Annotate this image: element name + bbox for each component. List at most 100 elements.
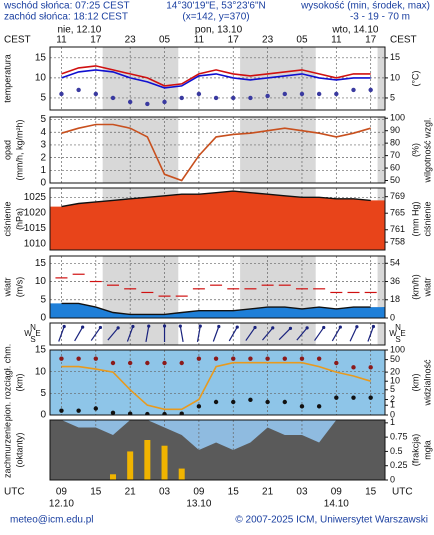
panel-frame [49, 349, 386, 416]
compass-letter: E [35, 329, 40, 338]
series-dot [334, 91, 339, 97]
bottom-date: 13.10 [186, 499, 211, 510]
series-dot [59, 91, 64, 97]
panel-bg [50, 117, 385, 183]
series-dot [76, 408, 81, 413]
right-axis-label: (km) [410, 374, 420, 392]
series-dot [127, 99, 133, 105]
coords: 14°30'19"E, 53°23'6"N [166, 1, 266, 12]
panel-frame [49, 187, 386, 251]
series-bar [161, 445, 168, 480]
bottom-tick-label: 21 [125, 487, 137, 498]
series-dot [162, 411, 167, 415]
wind-arrow-head [338, 325, 342, 329]
night-band [377, 117, 385, 183]
wind-arrow [212, 326, 220, 342]
y-tick-label: 3 [40, 140, 46, 151]
night-band [240, 323, 316, 345]
y-tick-label: 1015 [24, 223, 47, 234]
night-band [377, 256, 385, 318]
wind-arrow [349, 326, 358, 342]
wind-arrow [145, 326, 150, 342]
series-dot [179, 411, 184, 415]
bottom-tick-label: 03 [296, 487, 308, 498]
y2-tick-label: 0.75 [390, 432, 408, 442]
series-bar [127, 451, 134, 480]
y2-tick-label: 5 [390, 92, 395, 102]
right-axis-label: (°C) [410, 70, 420, 86]
y-tick-label: 10 [35, 366, 47, 377]
compass-letter: S [395, 335, 400, 344]
top-tick-label: 11 [331, 35, 342, 46]
footer-email: meteo@icm.edu.pl [10, 515, 94, 526]
series-line [61, 69, 371, 89]
series-dot [93, 406, 99, 411]
bottom-tick-label: 15 [228, 487, 240, 498]
y-tick-label: 2 [40, 152, 46, 163]
top-date: wto, 14.10 [331, 25, 379, 36]
night-band [377, 323, 385, 345]
wind-arrow-head [198, 324, 202, 328]
right-axis-label: widzialność [422, 359, 432, 407]
left-axis-label: (oktanty) [14, 432, 24, 467]
wind-arrow-head [81, 325, 85, 329]
wind-arrow-head [62, 324, 66, 329]
series-bar [178, 468, 185, 480]
wind-arrow-head [116, 326, 120, 330]
series-line [61, 123, 371, 182]
right-axis-label: (mm Hg) [410, 202, 420, 237]
top-tick-label: 05 [296, 35, 308, 46]
compass-letter: E [400, 329, 405, 338]
series-dot [248, 397, 253, 403]
series-dot [299, 404, 305, 409]
y-tick-label: 15 [35, 258, 47, 269]
y2-tick-label: 18 [390, 294, 400, 304]
panel [50, 47, 385, 110]
wind-arrow-head [178, 324, 182, 328]
bottom-tick-label: 09 [56, 487, 68, 498]
series-dot [368, 87, 373, 93]
y-tick-label: 5 [40, 294, 46, 305]
wind-arrow [296, 327, 308, 341]
series-dot [93, 356, 99, 361]
wind-arrow [228, 326, 238, 342]
wind-arrow-head [253, 325, 257, 330]
night-band [102, 47, 179, 110]
top-tick-label: 05 [159, 35, 171, 46]
left-axis-label: opad [2, 140, 12, 160]
left-axis-label: zachmurzenie [2, 422, 12, 478]
series-dot [196, 91, 202, 97]
series-dot [231, 356, 236, 361]
series-dot [334, 395, 339, 400]
y2-tick-label: 0 [390, 409, 395, 419]
wind-arrow-head [271, 326, 275, 330]
series-bar [109, 474, 116, 480]
series-dot [265, 356, 270, 361]
y2-tick-label: 36 [390, 276, 400, 286]
series-dot [316, 91, 322, 97]
y2-tick-label: 80 [390, 138, 400, 148]
panel-frame [49, 116, 386, 184]
left-axis-label: (km) [14, 374, 24, 392]
series-dot [213, 399, 219, 405]
right-axis-label: wilgotność wzgl. [422, 117, 432, 183]
sunset: zachód słońca: 18:12 CEST [4, 12, 128, 23]
y-tick-label: 15 [35, 345, 47, 356]
y-tick-label: 4 [40, 127, 46, 138]
y2-tick-label: 0 [390, 474, 395, 484]
y2-tick-label: 761 [390, 224, 405, 234]
y2-tick-label: 50 [390, 354, 400, 364]
elevation-title: wysokość (min, środek, max) [300, 1, 430, 12]
y2-tick-label: 100 [390, 113, 405, 123]
y2-tick-label: 769 [390, 191, 405, 201]
wind-arrow [262, 327, 274, 341]
y-tick-label: 15 [35, 52, 47, 63]
series-dot [196, 404, 202, 409]
series-dot [93, 91, 99, 97]
series-dot [282, 356, 287, 361]
night-band [102, 117, 179, 183]
y2-tick-label: 2 [390, 394, 395, 404]
series-dot [179, 360, 184, 366]
